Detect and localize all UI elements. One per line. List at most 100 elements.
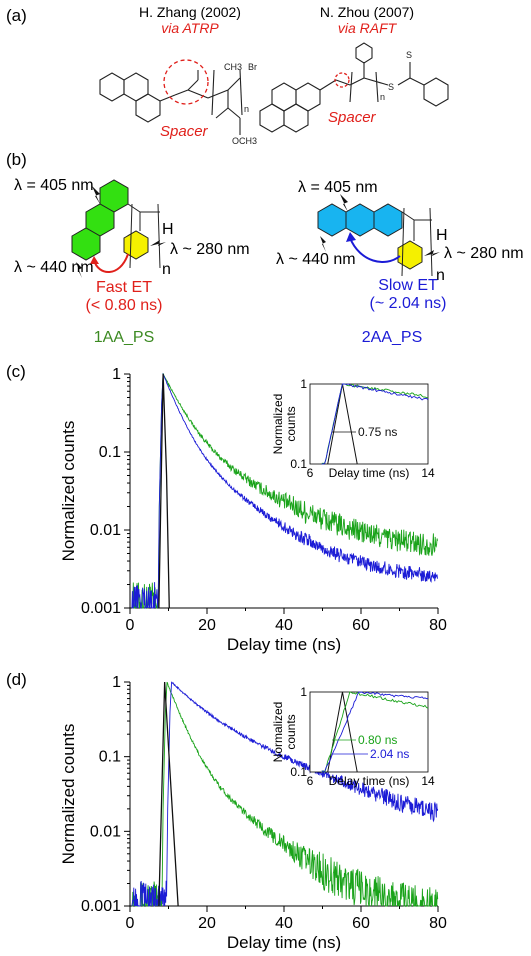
photon-bolt-left-top (92, 186, 100, 204)
inset-y-axis-label-0: Normalized (271, 702, 285, 763)
y-tick-label-2: 0.1 (99, 444, 121, 461)
label-s2: S (406, 50, 412, 60)
decay-trace-0 (131, 681, 439, 908)
ref-zhang: H. Zhang (2002) via ATRP (115, 4, 265, 36)
inset-y-tick-label-1: 1 (300, 377, 307, 391)
photon-bolt-right-top (340, 194, 348, 212)
inset-y-axis-label-1: counts (284, 714, 298, 749)
photon-bolt-right-bottom (320, 236, 326, 252)
left-lambda-top: λ = 405 nm (14, 177, 94, 194)
inset-irf-trace (327, 691, 358, 773)
left-n: n (162, 261, 171, 278)
inset-x-tick-label-1: 14 (421, 466, 435, 480)
sample-1aa-ps: 1AA_PS (94, 329, 154, 346)
ref-zhang-author: H. Zhang (2002) (139, 4, 241, 20)
x-tick-label-0: 0 (126, 617, 135, 634)
irf-trace (158, 373, 170, 609)
right-n: n (436, 267, 445, 284)
inset-trace-1 (321, 383, 429, 465)
x-tick-label-3: 60 (352, 915, 370, 932)
right-lambda-right: λ ~ 280 nm (444, 245, 524, 262)
x-axis-label: Delay time (ns) (227, 635, 341, 654)
decay-trace-0 (131, 373, 438, 609)
label-ch3: CH3 (224, 62, 242, 72)
fast-et-label: Fast ET (96, 279, 152, 296)
y-tick-label-3: 1 (112, 674, 121, 691)
label-s: S (388, 82, 394, 92)
right-lambda-bottom: λ ~ 440 nm (276, 251, 356, 268)
spacer-circle-b (334, 72, 350, 88)
ref-zhang-method: via ATRP (161, 20, 219, 36)
y-tick-label-0: 0.001 (81, 898, 121, 915)
left-lambda-right: λ ~ 280 nm (170, 241, 250, 258)
inset-x-tick-label-0: 6 (307, 466, 314, 480)
x-tick-label-1: 20 (198, 617, 216, 634)
inset-y-axis-label-0: Normalized (271, 394, 285, 455)
right-lambda-top: λ = 405 nm (298, 179, 378, 196)
spacer-circle-a (163, 59, 209, 105)
x-tick-label-0: 0 (126, 915, 135, 932)
y-axis-label: Normalized counts (59, 421, 78, 562)
inset-annotation-1: 2.04 ns (370, 747, 409, 761)
panel-label-d: (d) (6, 670, 27, 689)
left-h: H (162, 221, 174, 238)
label-n-b: n (380, 92, 385, 102)
irf-trace (158, 681, 179, 907)
spacer-label-a: Spacer (160, 123, 209, 140)
ref-zhou-method: via RAFT (337, 20, 397, 36)
x-tick-label-2: 40 (275, 915, 293, 932)
sample-2aa-ps: 2AA_PS (362, 329, 422, 346)
ref-zhou: N. Zhou (2007) via RAFT (292, 4, 442, 36)
energy-transfer-scheme-b: λ = 405 nm λ ~ 440 nm λ ~ 280 nm H n Fas… (14, 177, 524, 346)
decay-trace-1 (131, 681, 439, 907)
inset-x-axis-label: Delay time (ns) (329, 466, 410, 480)
right-h: H (436, 227, 448, 244)
y-tick-label-3: 1 (112, 366, 121, 383)
slow-et-label: Slow ET (378, 277, 438, 294)
panel-label-a: (a) (6, 6, 27, 25)
inset-x-tick-label-0: 6 (307, 774, 314, 788)
inset-x-tick-label-1: 14 (421, 774, 435, 788)
slow-et-time: (~ 2.04 ns) (370, 295, 447, 312)
y-tick-label-0: 0.001 (81, 600, 121, 617)
panel-label-c: (c) (6, 362, 26, 381)
photon-bolt-left-bottom (76, 262, 82, 278)
label-br: Br (248, 62, 257, 72)
slow-et-arrow (349, 237, 401, 263)
fast-et-arrow (93, 253, 129, 273)
spacer-label-b: Spacer (328, 109, 377, 126)
left-lambda-bottom: λ ~ 440 nm (14, 259, 94, 276)
photon-bolt-left-right (150, 240, 166, 246)
inset-x-axis-label: Delay time (ns) (329, 774, 410, 788)
fast-et-arrowhead (90, 256, 99, 264)
chemical-structures-a: CH3 Br n OCH3 S n S Spacer Spacer (99, 42, 449, 146)
decay-chart-c: 0 20 40 60 80 0.001 0.01 0.1 1 Delay time (ns) Nor… (59, 366, 447, 654)
inset-y-tick-label-1: 1 (300, 685, 307, 699)
slow-et-arrowhead (346, 232, 356, 242)
inset-y-axis-label-1: counts (284, 406, 298, 441)
inset-annotation-0: 0.75 ns (358, 425, 397, 439)
label-och3: OCH3 (232, 136, 257, 146)
inset-annotation-0: 0.80 ns (358, 733, 397, 747)
x-tick-label-1: 20 (198, 915, 216, 932)
x-tick-label-4: 80 (429, 915, 447, 932)
ref-zhou-author: N. Zhou (2007) (319, 4, 415, 20)
y-axis-label: Normalized counts (59, 724, 78, 865)
x-tick-label-4: 80 (429, 617, 447, 634)
inset-y-tick-label-0: 0.1 (290, 457, 307, 471)
label-n-a: n (244, 104, 249, 114)
x-tick-label-3: 60 (352, 617, 370, 634)
y-tick-label-2: 0.1 (99, 749, 121, 766)
x-tick-label-2: 40 (275, 617, 293, 634)
panel-label-b: (b) (6, 150, 27, 169)
fast-et-time: (< 0.80 ns) (86, 297, 163, 314)
inset-trace-0 (321, 691, 429, 773)
photon-bolt-right-right (424, 250, 440, 256)
inset-y-tick-label-0: 0.1 (290, 765, 307, 779)
y-tick-label-1: 0.01 (90, 522, 121, 539)
decay-chart-d: 0 20 40 60 80 0.001 0.01 0.1 1 Delay time (ns) Nor… (59, 674, 447, 952)
y-tick-label-1: 0.01 (90, 823, 121, 840)
x-axis-label: Delay time (ns) (227, 933, 341, 952)
inset-trace-1 (321, 691, 429, 773)
decay-trace-1 (131, 372, 438, 609)
